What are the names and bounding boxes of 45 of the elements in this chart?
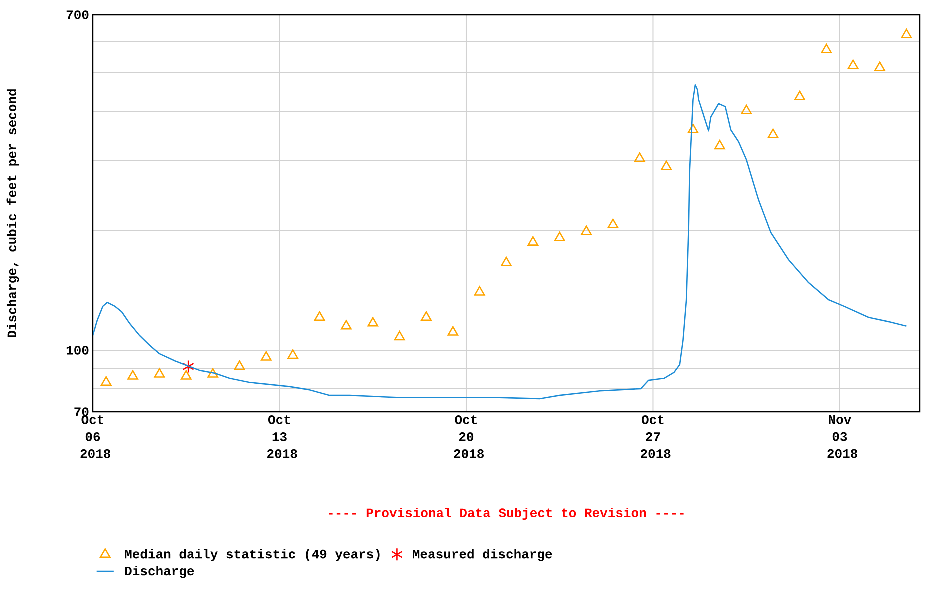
legend-label: Discharge [125,566,194,578]
point [688,124,699,134]
point [314,311,326,322]
point [234,360,246,370]
point [768,128,779,138]
point [182,360,194,374]
point [848,60,859,70]
legend-label: Measured discharge [413,549,552,562]
point [634,152,646,162]
text: ---- Provisional Data Subject to Revision ---- [329,508,684,520]
x-tick-label: Oct 13 2018 [268,416,298,458]
y-tick-label: 70 [74,408,89,416]
point [474,286,486,296]
point [260,351,272,361]
point [794,90,806,100]
point [288,350,298,360]
point [821,44,832,54]
x-tick-label: Oct 06 2018 [80,416,111,458]
point [661,160,672,170]
point [608,218,619,228]
y-tick-label: 100 [66,346,89,355]
point [421,311,432,322]
point [714,140,726,150]
point [394,331,406,341]
point [341,320,352,330]
point [128,370,138,380]
point [554,232,566,242]
point [741,104,752,114]
point [180,370,192,380]
point [874,62,886,72]
x-tick-label: Oct 20 2018 [454,416,484,458]
point [501,256,512,267]
point [581,226,592,236]
point [208,368,218,378]
point [368,317,379,327]
x-tick-label: Nov 03 2018 [828,416,858,458]
legend-label: Median daily statistic (49 years) [125,549,380,562]
y-tick-label: 700 [66,10,89,20]
point [100,376,112,386]
point [448,326,459,336]
point [901,28,912,38]
point [528,236,539,246]
point [154,368,166,378]
x-tick-label: Oct 27 2018 [641,416,671,458]
y-axis-title: Discharge, cubic feet per second [6,90,20,338]
